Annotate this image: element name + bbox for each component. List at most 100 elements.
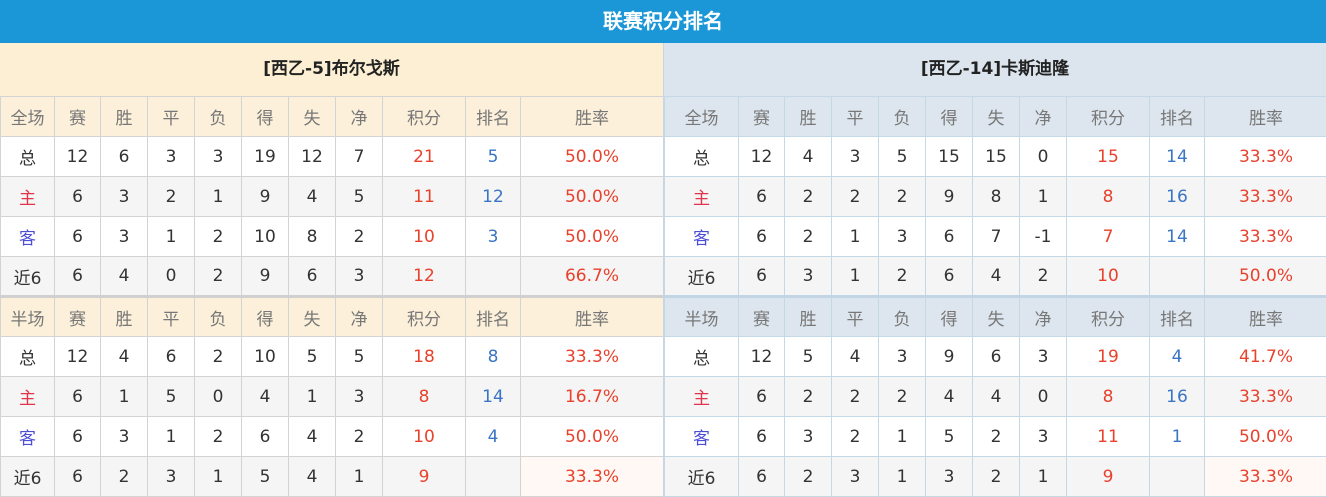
cell: 4 — [972, 256, 1020, 297]
cell: 0 — [147, 256, 195, 297]
column-header: 平 — [831, 295, 879, 337]
cell: 3 — [335, 256, 383, 297]
win-rate-cell: 33.3% — [1204, 136, 1326, 177]
points-cell: 10 — [382, 216, 466, 257]
section-header-row: 全场赛胜平负得失净积分 排名 胜率 — [0, 96, 664, 137]
cell: 5 — [147, 376, 195, 417]
column-header: 排名 — [1149, 295, 1205, 337]
column-header: 得 — [925, 96, 973, 137]
points-cell: 19 — [1066, 336, 1150, 377]
win-rate-cell: 33.3% — [520, 456, 664, 497]
cell: 3 — [784, 256, 832, 297]
win-rate-cell: 66.7% — [520, 256, 664, 297]
column-header: 负 — [194, 295, 242, 337]
cell: 2 — [100, 456, 148, 497]
cell: 6 — [738, 416, 785, 457]
points-cell: 8 — [1066, 176, 1150, 217]
table-row: 客 6 3 1 2 6 4 2 10 4 50.0% — [0, 416, 664, 457]
column-header: 净 — [335, 96, 383, 137]
cell: 3 — [784, 416, 832, 457]
cell: 3 — [878, 336, 926, 377]
points-cell: 10 — [1066, 256, 1150, 297]
cell: 4 — [288, 456, 336, 497]
cell: 6 — [738, 256, 785, 297]
cell: 6 — [54, 176, 101, 217]
points-cell: 11 — [382, 176, 466, 217]
cell: 2 — [831, 176, 879, 217]
cell: 2 — [784, 176, 832, 217]
cell: 2 — [194, 216, 242, 257]
column-header: 胜率 — [520, 96, 664, 137]
points-cell: 12 — [382, 256, 466, 297]
cell: 6 — [738, 376, 785, 417]
cell: 6 — [925, 256, 973, 297]
away-team-name: [西乙-14]卡斯迪隆 — [664, 43, 1326, 96]
column-header: 胜 — [784, 295, 832, 337]
cell: 2 — [878, 376, 926, 417]
cell: 5 — [335, 176, 383, 217]
cell: 2 — [972, 456, 1020, 497]
cell: 12 — [54, 336, 101, 377]
row-label: 总 — [664, 336, 739, 377]
cell: 3 — [194, 136, 242, 177]
cell: 8 — [288, 216, 336, 257]
rank-cell: 3 — [465, 216, 521, 257]
cell: 3 — [831, 136, 879, 177]
win-rate-cell: 50.0% — [1204, 416, 1326, 457]
cell: 6 — [738, 456, 785, 497]
column-header: 平 — [831, 96, 879, 137]
cell: 5 — [925, 416, 973, 457]
cell: 1 — [1019, 456, 1067, 497]
cell: 3 — [335, 376, 383, 417]
rank-cell: 4 — [465, 416, 521, 457]
rank-cell: 14 — [1149, 216, 1205, 257]
column-header: 失 — [288, 96, 336, 137]
cell: 12 — [738, 336, 785, 377]
cell: 1 — [100, 376, 148, 417]
cell: 6 — [54, 216, 101, 257]
cell: 4 — [288, 416, 336, 457]
cell: 2 — [784, 456, 832, 497]
table-row: 主 6 1 5 0 4 1 3 8 14 16.7% — [0, 376, 664, 417]
row-label: 总 — [0, 136, 55, 177]
cell: 12 — [738, 136, 785, 177]
cell: 3 — [100, 216, 148, 257]
rank-cell: 14 — [1149, 136, 1205, 177]
cell: 6 — [54, 376, 101, 417]
cell: 1 — [147, 416, 195, 457]
row-label: 近6 — [0, 456, 55, 497]
cell: 1 — [194, 176, 242, 217]
table-row: 主 6 3 2 1 9 4 5 11 12 50.0% — [0, 176, 664, 217]
cell: 9 — [925, 176, 973, 217]
cell: 2 — [194, 256, 242, 297]
points-cell: 21 — [382, 136, 466, 177]
win-rate-cell: 33.3% — [1204, 216, 1326, 257]
row-label: 近6 — [0, 256, 55, 297]
cell: 0 — [1019, 376, 1067, 417]
table-row: 总 12 5 4 3 9 6 3 19 4 41.7% — [664, 336, 1326, 377]
cell: 1 — [288, 376, 336, 417]
column-header: 排名 — [1149, 96, 1205, 137]
cell: 3 — [1019, 416, 1067, 457]
points-cell: 18 — [382, 336, 466, 377]
home-team-panel: [西乙-5]布尔戈斯 全场赛胜平负得失净积分 排名 胜率总 12 6 3 3 19 12 7 21 5… — [0, 43, 664, 497]
cell: 1 — [194, 456, 242, 497]
win-rate-cell: 33.3% — [1204, 176, 1326, 217]
cell: 0 — [194, 376, 242, 417]
cell: 4 — [972, 376, 1020, 417]
cell: 3 — [831, 456, 879, 497]
rank-cell: 12 — [465, 176, 521, 217]
points-cell: 7 — [1066, 216, 1150, 257]
cell: 1 — [878, 456, 926, 497]
cell: 4 — [288, 176, 336, 217]
column-header: 积分 — [382, 96, 466, 137]
cell: 1 — [878, 416, 926, 457]
cell: 6 — [738, 176, 785, 217]
page-title: 联赛积分排名 — [0, 0, 1326, 43]
cell: 2 — [784, 216, 832, 257]
cell: 9 — [925, 336, 973, 377]
column-header: 失 — [972, 295, 1020, 337]
win-rate-cell: 33.3% — [520, 336, 664, 377]
column-header: 负 — [878, 96, 926, 137]
column-header: 胜率 — [1204, 96, 1326, 137]
